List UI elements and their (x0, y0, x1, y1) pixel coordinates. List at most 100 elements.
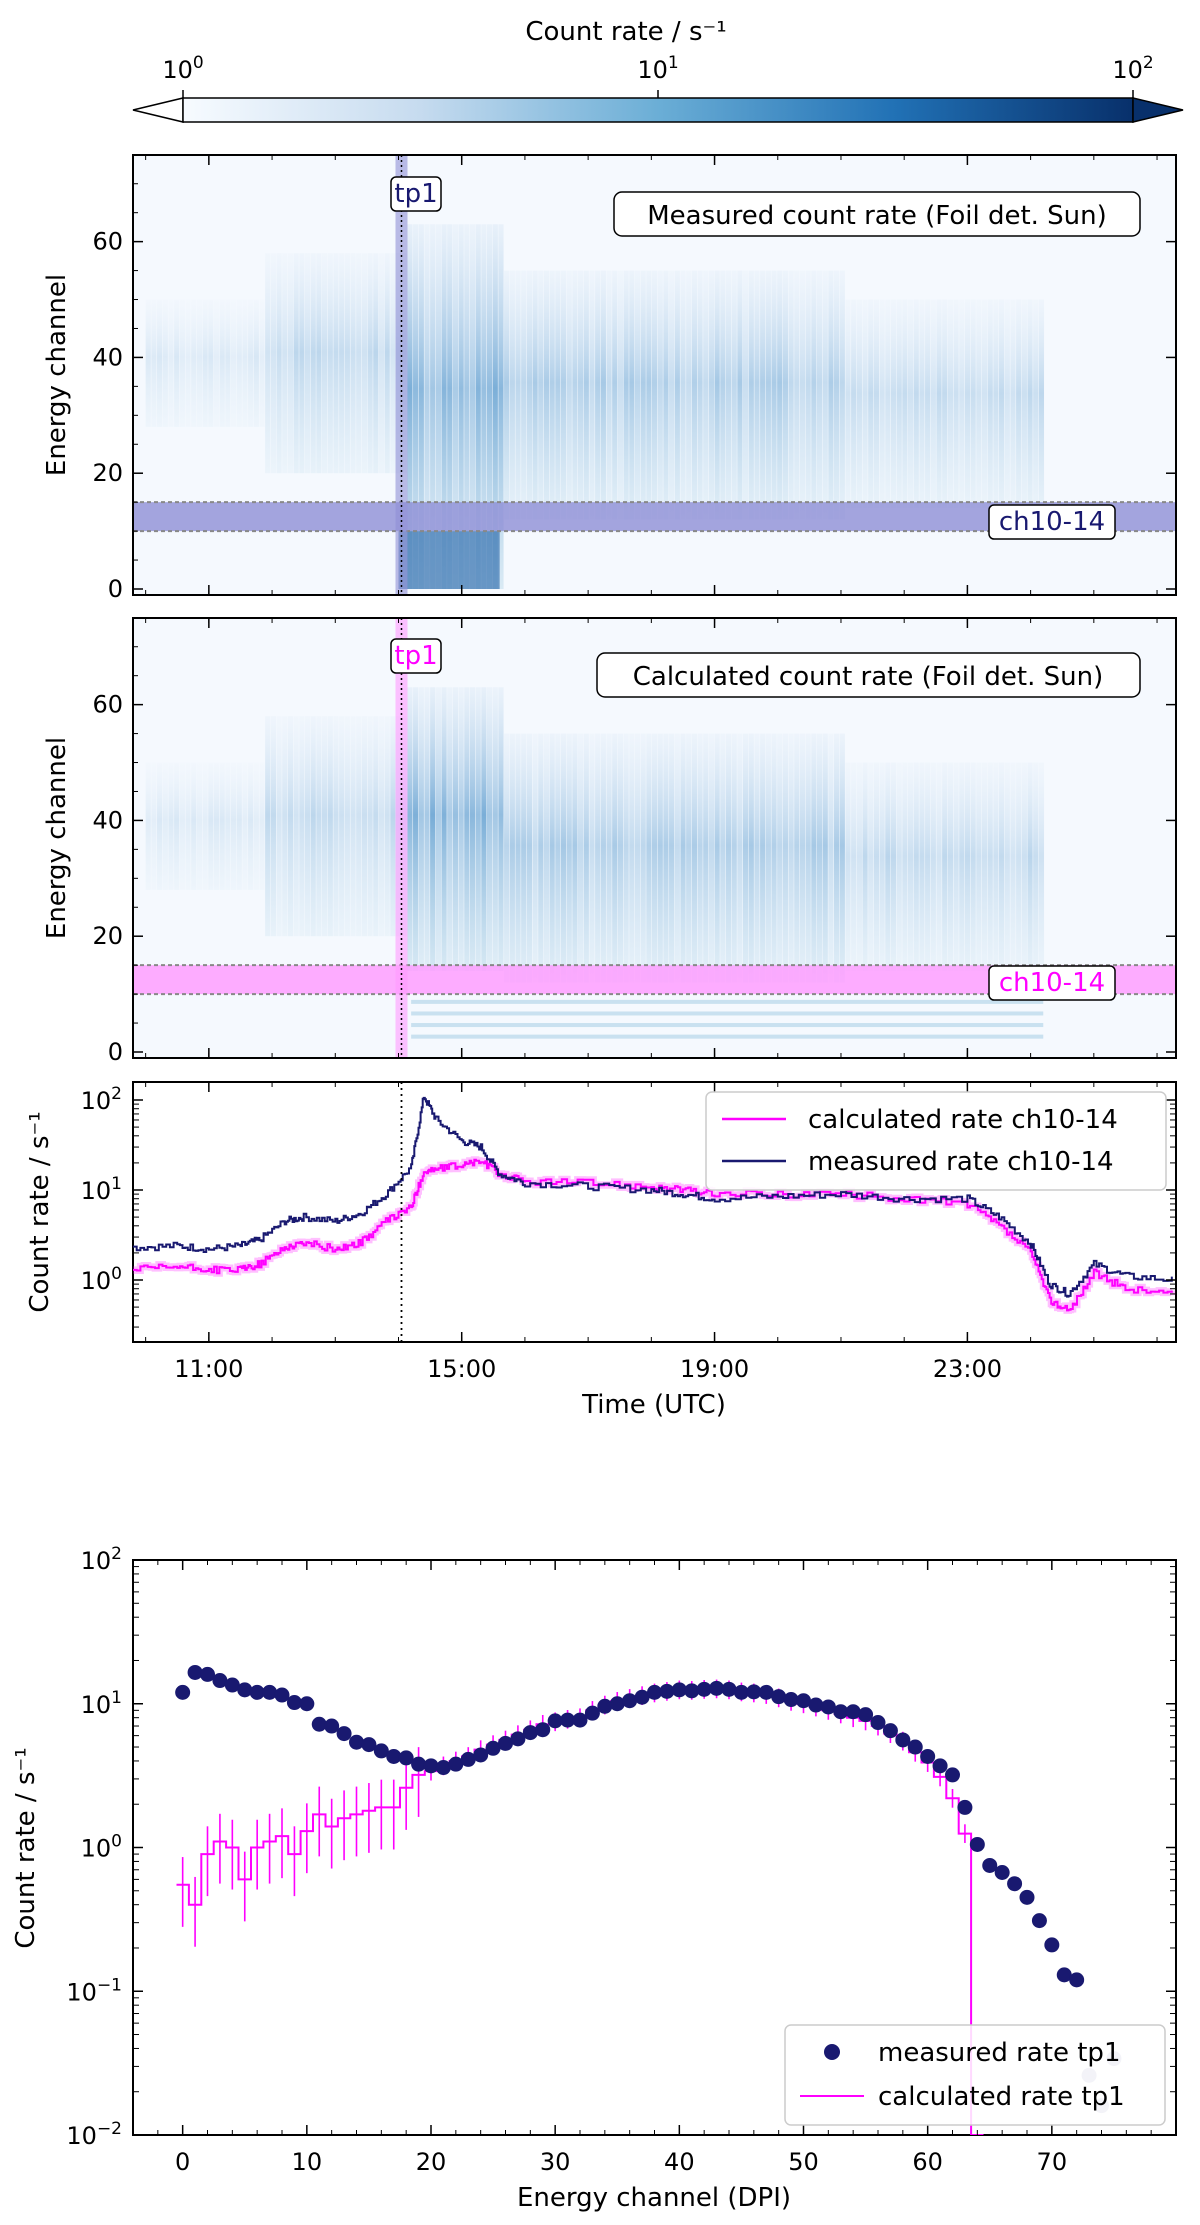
heatmap-column (913, 762, 919, 971)
data-point-measured (448, 1756, 464, 1772)
heatmap-column (532, 733, 538, 983)
heatmap-column (361, 716, 368, 937)
marker-label-box: tp1 (390, 638, 442, 674)
data-point-measured (709, 1680, 725, 1696)
heatmap-column (993, 762, 999, 971)
heatmap-column (617, 733, 624, 983)
data-point-measured (498, 1735, 513, 1751)
heatmap-column (373, 253, 379, 474)
marker-label: tp1 (394, 641, 437, 671)
band-label-box: ch10-14 (988, 504, 1116, 540)
data-point-measured (386, 1748, 402, 1764)
heatmap-column (481, 687, 487, 971)
heatmap-column (669, 270, 675, 520)
heatmap-column (748, 733, 754, 983)
heatmap-column (981, 762, 988, 971)
heatmap-column (469, 224, 476, 589)
heatmap-column (492, 224, 498, 589)
heatmap-column (589, 733, 595, 983)
y-tick-label: 102 (81, 1544, 122, 1575)
heatmap-column (629, 733, 635, 983)
data-point-measured (796, 1693, 811, 1709)
x-tick-label: 50 (788, 2148, 819, 2176)
data-point-measured (262, 1684, 278, 1700)
heatmap-column (418, 224, 424, 589)
y-tick-label: 10−2 (66, 2119, 122, 2150)
legend-swatch-measured (824, 2044, 840, 2060)
heatmap-column (327, 716, 333, 937)
heatmap-column (253, 299, 259, 427)
heatmap-column (1016, 762, 1022, 971)
heatmap-column (970, 762, 976, 971)
annotation-text: Calculated count rate (Foil det. Sun) (633, 662, 1104, 692)
data-point-measured (622, 1693, 638, 1709)
heatmap-column (947, 762, 954, 971)
heatmap-column (515, 270, 521, 520)
heatmap-column (595, 733, 601, 983)
heatmap-column (572, 270, 578, 520)
data-point-measured (274, 1687, 290, 1703)
heatmap-column (424, 687, 430, 971)
heatmap-column (686, 733, 692, 983)
heatmap-column (202, 762, 208, 890)
heatmap-column (322, 716, 328, 937)
heatmap-column (1033, 299, 1039, 508)
heatmap-column (469, 687, 476, 971)
heatmap-column (384, 716, 390, 937)
heatmap-column (310, 253, 316, 474)
heatmap-column (344, 716, 350, 937)
heatmap-column (742, 733, 749, 983)
heatmap-column (834, 270, 840, 520)
heatmap-column (413, 224, 419, 589)
colorbar-tick-label: 101 (637, 53, 678, 84)
heatmap-column (475, 687, 481, 971)
heatmap-column (458, 224, 464, 589)
heatmap-column (430, 687, 436, 971)
heatmap-column (475, 224, 481, 589)
heatmap-column (526, 733, 533, 983)
heatmap-column (549, 270, 555, 520)
legend-label-measured: measured rate ch10-14 (808, 1147, 1114, 1177)
heatmap-column (560, 733, 567, 983)
heatmap-column (265, 716, 271, 937)
heatmap-column (276, 253, 282, 474)
heatmap-column (873, 762, 880, 971)
y-axis-label: Energy channel (42, 274, 72, 476)
x-tick-label: 60 (912, 2148, 943, 2176)
heatmap-column (669, 733, 675, 983)
heatmap-column (879, 762, 885, 971)
heatmap-column (822, 270, 828, 520)
heatmap-column (407, 224, 413, 589)
heatmap-column (686, 270, 692, 520)
data-point-measured (746, 1684, 762, 1700)
data-point-measured (945, 1767, 960, 1783)
y-axis-label: Count rate / s⁻¹ (11, 1747, 41, 1948)
heatmap-column (845, 762, 851, 971)
lightcurve-chart: 100 101 102 11:00 15:00 19:00 23:00 Count rate… (25, 1081, 1177, 1420)
x-tick-label: 20 (416, 2148, 447, 2176)
heatmap-column (646, 733, 652, 983)
heatmap-column (504, 733, 510, 983)
heatmap-column (981, 299, 988, 508)
annotation-text: Measured count rate (Foil det. Sun) (647, 201, 1107, 231)
heatmap-column (708, 270, 715, 520)
heatmap-lowchannel-burst (398, 531, 500, 589)
heatmap-column (634, 270, 641, 520)
heatmap-column (725, 270, 732, 520)
heatmap-column (697, 733, 703, 983)
marker-label: tp1 (394, 179, 437, 209)
heatmap-column (822, 733, 828, 983)
data-point-measured (907, 1739, 923, 1755)
data-point-measured (1069, 1972, 1085, 1988)
marker-label-box: tp1 (390, 176, 442, 212)
data-point-measured (460, 1751, 476, 1767)
heatmap-column (811, 733, 817, 983)
heatmap-column (253, 762, 259, 890)
heatmap-column (953, 762, 959, 971)
data-point-measured (249, 1684, 265, 1700)
heatmap-column (885, 299, 891, 508)
data-point-measured (994, 1865, 1010, 1881)
heatmap-column (651, 733, 658, 983)
data-point-measured (733, 1684, 749, 1700)
